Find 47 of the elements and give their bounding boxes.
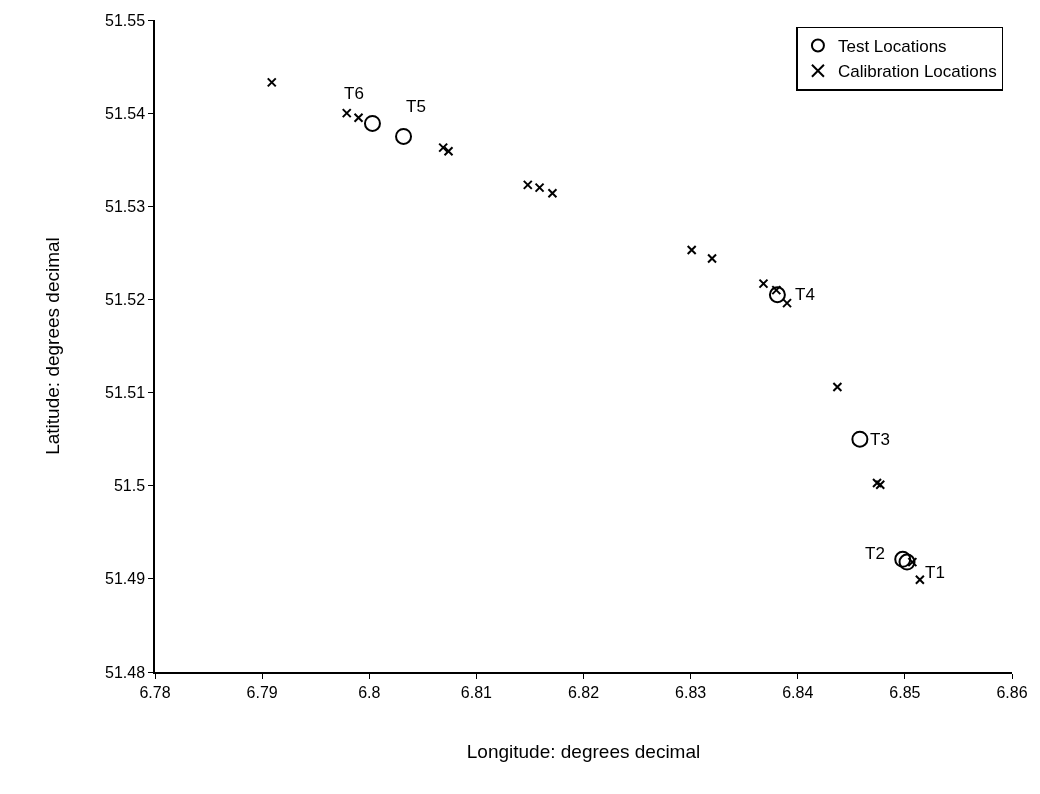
point bbox=[395, 127, 413, 145]
point bbox=[534, 182, 545, 193]
x-tick-label: 6.81 bbox=[460, 683, 493, 701]
point bbox=[758, 278, 769, 289]
x-tick-label: 6.85 bbox=[889, 683, 921, 701]
x-tick-label: 6.84 bbox=[782, 683, 814, 701]
point bbox=[522, 179, 533, 190]
point bbox=[341, 108, 352, 119]
y-tick-label: 51.52 bbox=[105, 291, 146, 309]
y-tick-label: 51.5 bbox=[113, 477, 146, 495]
annotation: T4 bbox=[795, 285, 815, 304]
annotation: T3 bbox=[870, 430, 890, 449]
point bbox=[686, 245, 697, 256]
annotation: T6 bbox=[344, 84, 364, 103]
point bbox=[914, 574, 925, 585]
point bbox=[894, 550, 912, 568]
point bbox=[353, 112, 364, 123]
y-tick-label: 51.49 bbox=[105, 570, 146, 588]
y-tick-label: 51.51 bbox=[105, 384, 146, 402]
point bbox=[438, 142, 449, 153]
x-tick-label: 6.78 bbox=[139, 683, 171, 701]
y-tick-label: 51.48 bbox=[105, 663, 146, 681]
y-tick-label: 51.53 bbox=[105, 197, 146, 215]
x-tick-label: 6.86 bbox=[996, 683, 1028, 701]
point bbox=[832, 381, 843, 392]
y-tick-label: 51.54 bbox=[105, 104, 146, 122]
point bbox=[363, 114, 381, 132]
legend-label: Calibration Locations bbox=[837, 62, 997, 82]
x-tick-label: 6.83 bbox=[675, 683, 707, 701]
annotation: T2 bbox=[865, 544, 885, 563]
point bbox=[898, 553, 916, 571]
legend-label: Test Locations bbox=[837, 37, 947, 57]
point bbox=[768, 286, 786, 304]
y-tick-label: 51.55 bbox=[105, 11, 146, 29]
point bbox=[266, 77, 277, 88]
point bbox=[782, 298, 793, 309]
annotation: T5 bbox=[406, 97, 426, 116]
x-tick-label: 6.82 bbox=[567, 683, 600, 701]
x-tick-label: 6.79 bbox=[246, 683, 278, 701]
annotation: T1 bbox=[925, 563, 945, 582]
y-axis-title: Latitude: degrees decimal bbox=[42, 237, 64, 455]
x-axis-title: Longitude: degrees decimal bbox=[466, 741, 701, 763]
x-tick-label: 6.8 bbox=[358, 683, 381, 701]
point bbox=[443, 146, 454, 157]
point bbox=[547, 188, 558, 199]
point bbox=[851, 430, 869, 448]
point bbox=[707, 253, 718, 264]
